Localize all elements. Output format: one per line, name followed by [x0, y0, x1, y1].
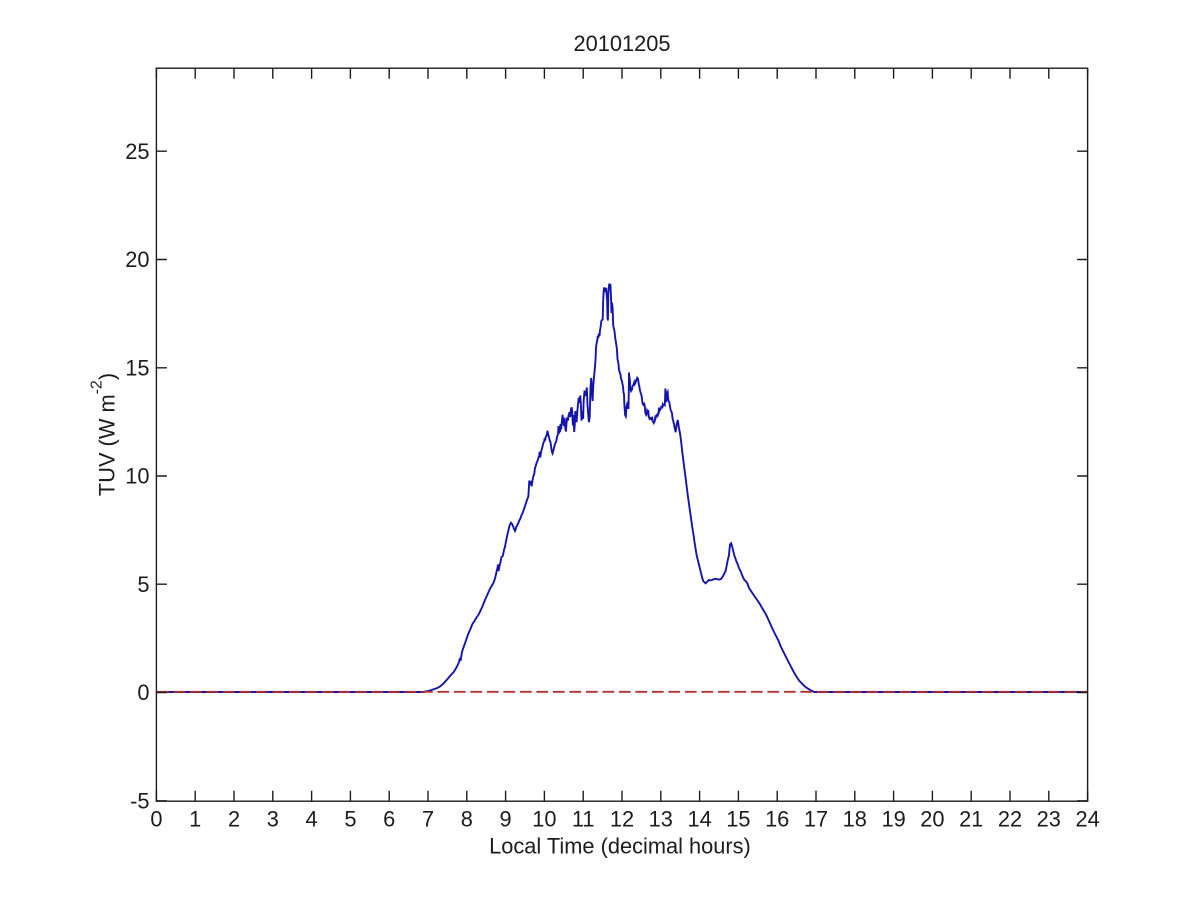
svg-text:5: 5 [137, 572, 149, 597]
svg-text:25: 25 [125, 139, 149, 164]
svg-text:5: 5 [344, 807, 356, 832]
svg-text:20: 20 [125, 247, 149, 272]
svg-text:11: 11 [572, 807, 595, 832]
svg-text:9: 9 [500, 807, 512, 832]
svg-text:0: 0 [150, 807, 162, 832]
svg-text:10: 10 [532, 807, 556, 832]
svg-text:12: 12 [610, 807, 634, 832]
svg-text:20: 20 [920, 807, 944, 832]
svg-text:15: 15 [125, 355, 149, 380]
svg-text:10: 10 [125, 464, 149, 489]
svg-text:13: 13 [649, 807, 673, 832]
svg-text:-5: -5 [130, 789, 149, 814]
svg-text:17: 17 [804, 807, 828, 832]
svg-text:23: 23 [1037, 807, 1061, 832]
svg-text:6: 6 [383, 807, 395, 832]
svg-text:8: 8 [461, 807, 473, 832]
svg-text:18: 18 [843, 807, 867, 832]
svg-text:4: 4 [306, 807, 318, 832]
svg-text:14: 14 [687, 807, 711, 832]
svg-text:Local Time (decimal hours): Local Time (decimal hours) [489, 834, 751, 859]
svg-text:3: 3 [267, 807, 279, 832]
svg-text:7: 7 [422, 807, 434, 832]
svg-text:16: 16 [765, 807, 789, 832]
svg-text:1: 1 [189, 807, 201, 832]
svg-text:20101205: 20101205 [574, 31, 671, 56]
svg-text:24: 24 [1075, 807, 1099, 832]
svg-text:15: 15 [726, 807, 750, 832]
svg-text:19: 19 [881, 807, 905, 832]
svg-text:0: 0 [137, 680, 149, 705]
svg-text:22: 22 [998, 807, 1022, 832]
svg-text:2: 2 [228, 807, 240, 832]
svg-text:21: 21 [959, 807, 983, 832]
